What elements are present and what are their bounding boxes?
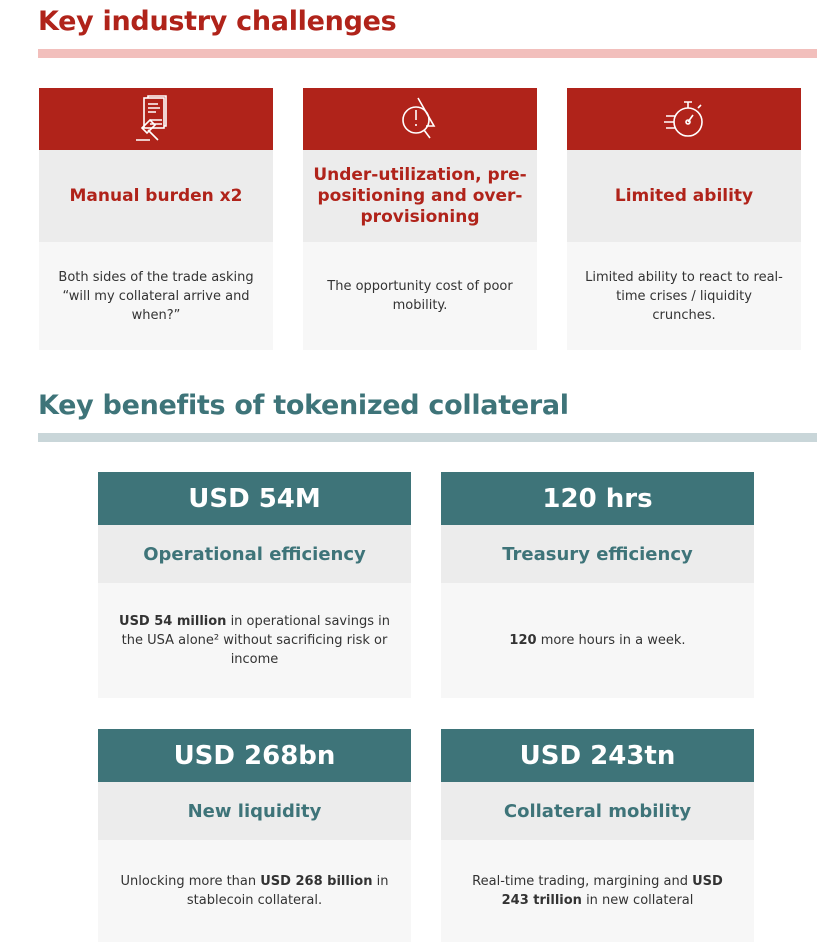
challenge-body: The opportunity cost of poor mobility. <box>303 242 537 350</box>
benefit-body: Unlocking more than USD 268 billion in s… <box>98 840 411 942</box>
benefit-value: 120 hrs <box>441 472 754 525</box>
benefit-title: Treasury efficiency <box>441 525 754 583</box>
benefit-value: USD 268bn <box>98 729 411 782</box>
benefit-body: 120 more hours in a week. <box>441 583 754 698</box>
benefit-card: USD 243tn Collateral mobility Real-time … <box>441 729 754 942</box>
stopwatch-icon <box>664 101 703 137</box>
benefit-body: Real-time trading, margining and USD 243… <box>441 840 754 942</box>
benefit-highlight: USD 243 trillion <box>501 874 723 908</box>
benefits-heading: Key benefits of tokenized collateral <box>38 390 569 421</box>
benefit-text: in operational savings in the USA alone²… <box>121 614 390 667</box>
benefit-text: more hours in a week. <box>536 633 686 648</box>
challenge-body: Limited ability to react to real-time cr… <box>567 242 801 350</box>
challenge-card: Limited ability Limited ability to react… <box>567 88 801 350</box>
benefit-body: USD 54 million in operational savings in… <box>98 583 411 698</box>
benefit-title: New liquidity <box>98 782 411 840</box>
divider <box>38 433 817 442</box>
benefit-value: USD 243tn <box>441 729 754 782</box>
benefit-highlight: USD 268 billion <box>260 874 373 889</box>
benefit-value: USD 54M <box>98 472 411 525</box>
benefit-highlight: USD 54 million <box>119 614 227 629</box>
benefit-title: Collateral mobility <box>441 782 754 840</box>
challenge-card: Under-utilization, pre-positioning and o… <box>303 88 537 350</box>
challenge-card: Manual burden x2 Both sides of the trade… <box>39 88 273 350</box>
challenge-title: Under-utilization, pre-positioning and o… <box>303 150 537 242</box>
benefit-card: USD 268bn New liquidity Unlocking more t… <box>98 729 411 942</box>
benefit-card: 120 hrs Treasury efficiency 120 more hou… <box>441 472 754 698</box>
benefit-card: USD 54M Operational efficiency USD 54 mi… <box>98 472 411 698</box>
benefit-title: Operational efficiency <box>98 525 411 583</box>
challenge-title: Limited ability <box>567 150 801 242</box>
warning-magnifier-icon <box>402 97 436 139</box>
benefit-text: Real-time trading, margining and <box>472 874 693 889</box>
benefit-highlight: 120 <box>509 633 537 648</box>
legal-document-gavel-icon <box>136 95 167 141</box>
benefit-text: in new collateral <box>581 893 694 908</box>
challenge-body: Both sides of the trade asking “will my … <box>39 242 273 350</box>
divider <box>38 49 817 58</box>
challenge-title: Manual burden x2 <box>39 150 273 242</box>
challenges-heading: Key industry challenges <box>38 6 397 37</box>
benefit-text: in stablecoin collateral. <box>186 874 389 908</box>
benefit-text: Unlocking more than <box>120 874 261 889</box>
